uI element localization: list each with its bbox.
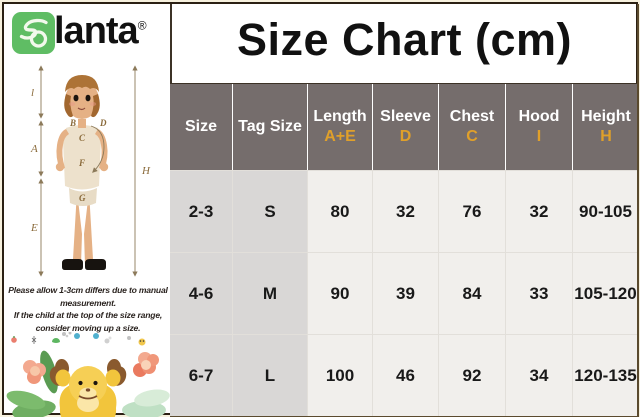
svg-text:E: E bbox=[30, 222, 38, 234]
svg-text:l: l bbox=[31, 87, 34, 99]
svg-text:F: F bbox=[78, 158, 85, 168]
svg-text:G: G bbox=[79, 193, 86, 203]
svg-text:H: H bbox=[141, 165, 151, 177]
svg-text:C: C bbox=[79, 133, 86, 143]
svg-text:D: D bbox=[99, 118, 107, 128]
svg-text:B: B bbox=[69, 118, 76, 128]
svg-text:A: A bbox=[30, 143, 38, 155]
